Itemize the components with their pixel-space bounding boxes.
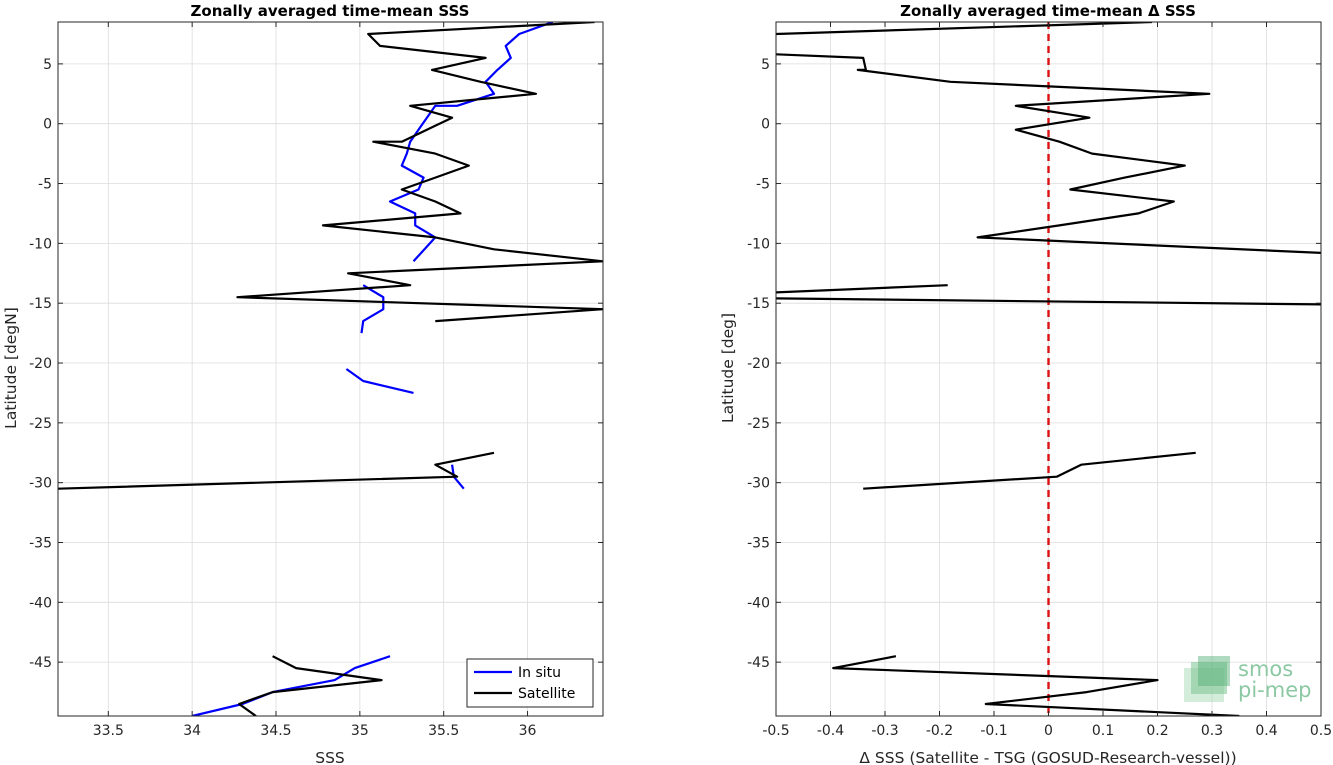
left-x-tick-label: 33.5	[93, 723, 124, 739]
left-series-line-satellite	[236, 22, 603, 323]
left-x-tick-label: 34	[183, 723, 201, 739]
legend-box	[466, 658, 594, 708]
smos-pi-mep-logo: smos pi-mep	[1184, 656, 1311, 702]
right-y-tick-label: -5	[756, 177, 770, 193]
right-y-tick-label: 5	[761, 57, 770, 73]
right-series-line-delta-sss	[863, 451, 1196, 490]
right-y-tick-label: 0	[761, 117, 770, 133]
right-x-tick-label: -0.5	[762, 723, 789, 739]
left-y-tick-label: -10	[29, 236, 52, 252]
right-x-tick-label: 0.1	[1092, 723, 1114, 739]
right-chart-title: Zonally averaged time-mean Δ SSS	[900, 2, 1196, 20]
logo-text-pi-mep: pi-mep	[1238, 678, 1311, 702]
right-x-tick-label: -0.2	[926, 723, 953, 739]
left-axes: Zonally averaged time-mean SSS SSS Latit…	[2, 2, 604, 765]
left-y-tick-label: -30	[29, 476, 52, 492]
left-plot-area	[58, 22, 603, 716]
right-series-line-delta-sss	[776, 22, 1153, 36]
right-y-tick-label: -10	[747, 236, 770, 252]
left-chart-title: Zonally averaged time-mean SSS	[191, 2, 470, 20]
right-y-axis-label: Latitude [deg]	[719, 313, 737, 423]
left-y-tick-label: -45	[29, 655, 52, 671]
left-y-tick-label: -40	[29, 595, 52, 611]
left-grid	[58, 22, 603, 716]
right-x-tick-label: -0.1	[980, 723, 1007, 739]
left-y-axis-label: Latitude [degN]	[2, 307, 20, 429]
left-series-line-in-situ	[345, 368, 414, 394]
left-series-line-in-situ	[191, 655, 391, 716]
right-axes: Zonally averaged time-mean Δ SSS Δ SSS (…	[719, 2, 1332, 765]
left-series-group	[58, 22, 603, 716]
legend-label-in-situ: In situ	[518, 665, 561, 681]
left-x-tick-label: 36	[519, 723, 537, 739]
left-series-line-in-situ	[388, 22, 554, 263]
left-series-line-in-situ	[360, 284, 385, 334]
left-x-tick-label: 35	[351, 723, 369, 739]
right-x-tick-label: 0.5	[1310, 723, 1332, 739]
right-y-tick-label: -20	[747, 356, 770, 372]
right-y-tick-label: -45	[747, 655, 770, 671]
right-y-tick-label: -35	[747, 536, 770, 552]
right-series-line-delta-sss	[776, 284, 948, 294]
right-x-tick-label: 0.2	[1146, 723, 1168, 739]
right-series-group	[776, 22, 1321, 716]
left-y-tick-label: -35	[29, 536, 52, 552]
right-x-tick-label: -0.3	[871, 723, 898, 739]
right-y-tick-label: -25	[747, 416, 770, 432]
right-series-line-delta-sss	[776, 297, 1321, 306]
left-y-tick-label: 0	[43, 117, 52, 133]
left-y-tick-label: -15	[29, 296, 52, 312]
right-series-line-delta-sss	[832, 655, 1240, 716]
legend-label-satellite: Satellite	[518, 686, 575, 702]
left-x-axis-label: SSS	[315, 749, 345, 765]
right-y-tick-label: -15	[747, 296, 770, 312]
right-x-axis-label: Δ SSS (Satellite - TSG (GOSUD-Research-v…	[859, 749, 1236, 765]
left-y-tick-label: 5	[43, 57, 52, 73]
left-y-tick-label: -20	[29, 356, 52, 372]
left-y-tick-label: -5	[38, 177, 52, 193]
logo-text-smos: smos	[1238, 657, 1293, 681]
left-y-tick-label: -25	[29, 416, 52, 432]
right-y-tick-label: -30	[747, 476, 770, 492]
left-x-tick-label: 35.5	[428, 723, 459, 739]
right-x-tick-label: 0	[1044, 723, 1053, 739]
right-x-tick-label: 0.4	[1255, 723, 1277, 739]
left-series-line-satellite	[238, 655, 383, 716]
right-x-tick-label: 0.3	[1201, 723, 1223, 739]
legend: In situ Satellite	[466, 658, 594, 708]
left-x-tick-label: 34.5	[260, 723, 291, 739]
right-series-line-delta-sss	[776, 53, 1321, 254]
right-y-tick-label: -40	[747, 595, 770, 611]
left-series-line-satellite	[58, 451, 495, 490]
right-x-tick-label: -0.4	[817, 723, 844, 739]
left-axes-box	[57, 21, 604, 717]
